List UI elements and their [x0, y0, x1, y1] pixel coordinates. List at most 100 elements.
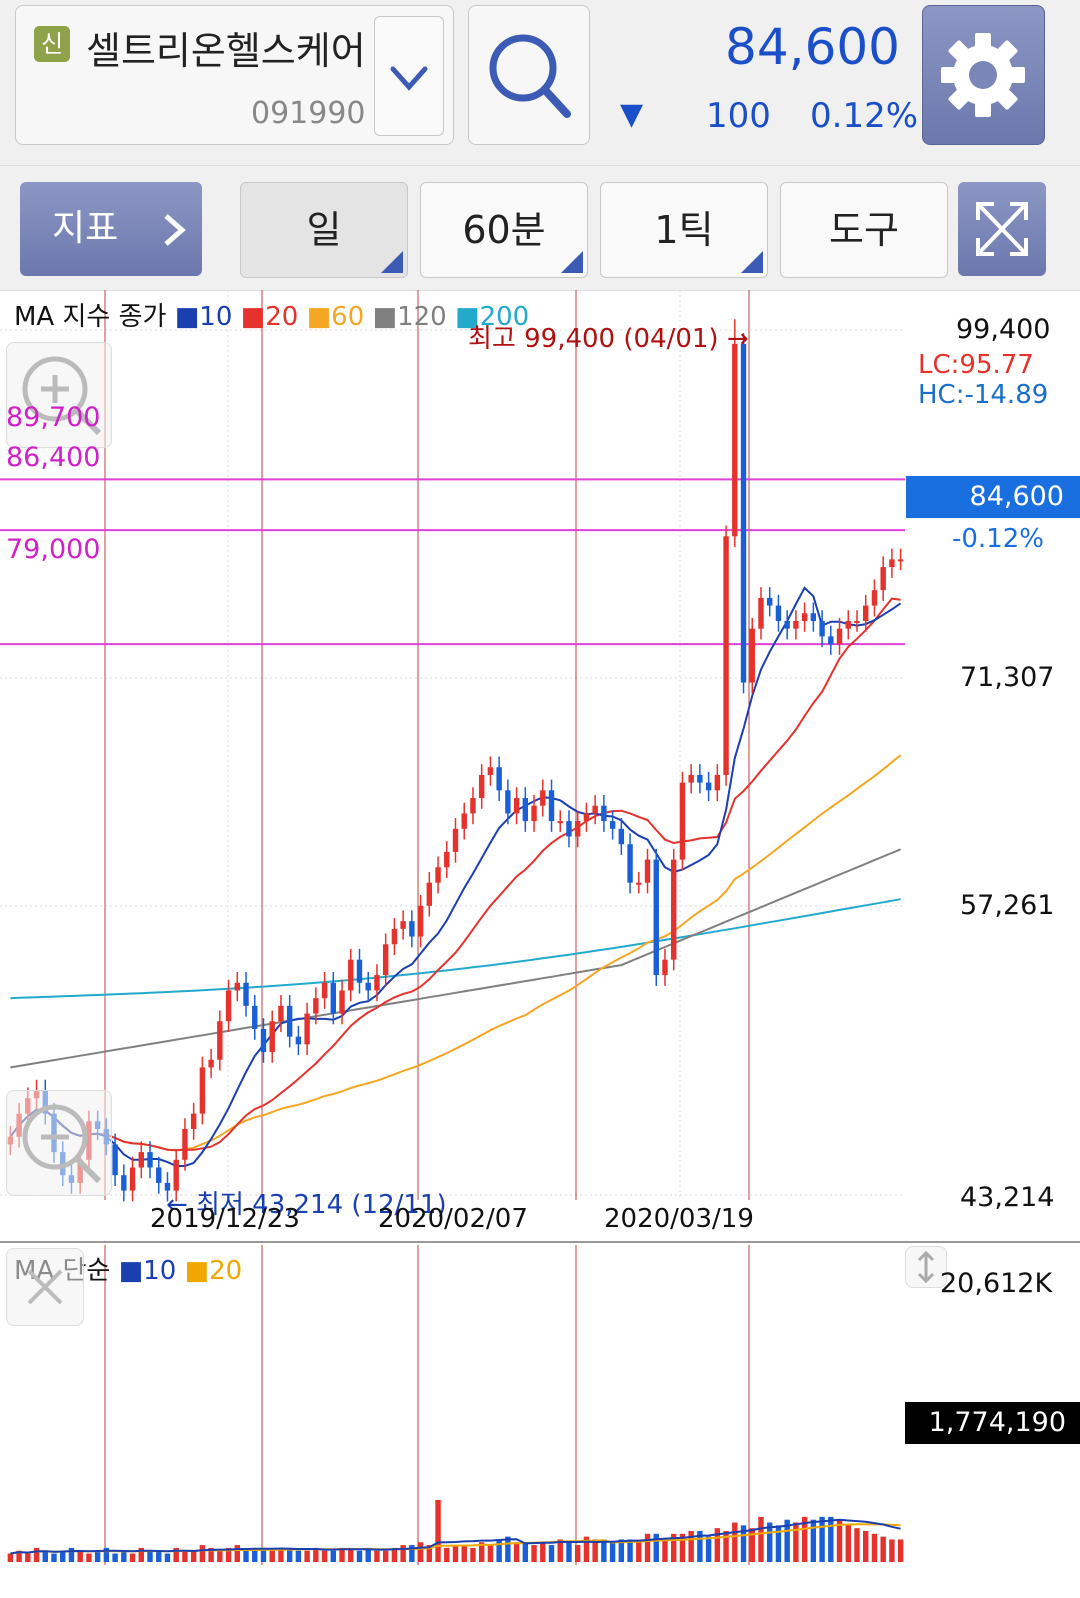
- settings-button[interactable]: [922, 5, 1045, 145]
- lc-label: LC:95.77: [918, 350, 1034, 380]
- volume-bar: [583, 1536, 590, 1562]
- tab-daily-label: 일: [306, 208, 342, 252]
- candle-body: [592, 805, 598, 814]
- candle-body: [208, 1059, 214, 1068]
- candle-body: [400, 921, 406, 929]
- candle-body: [217, 1021, 223, 1060]
- candle-body: [164, 1182, 171, 1191]
- stock-code: 091990: [251, 96, 366, 131]
- y-axis-max-label: 99,400: [956, 314, 1051, 345]
- volume-bar: [339, 1547, 345, 1562]
- current-price-tag: 84,600: [906, 476, 1080, 518]
- chart-area[interactable]: MA 지수 종가 ■10 ■20 ■60 ■120 ■200 89,700 86…: [0, 290, 1080, 1598]
- volume-bar: [531, 1545, 537, 1562]
- candle-body: [627, 844, 633, 883]
- close-volume-button[interactable]: [6, 1248, 84, 1326]
- stock-chart[interactable]: [0, 290, 1080, 1598]
- resize-panel-button[interactable]: [905, 1246, 947, 1288]
- stock-dropdown-button[interactable]: [374, 16, 444, 136]
- candle-body: [513, 798, 520, 814]
- x-axis-date-3: 2020/03/19: [604, 1204, 754, 1234]
- header-bar: 신 셀트리온헬스케어 091990 84,600 ▼ 100 0.12%: [0, 0, 1080, 165]
- candle-body: [740, 343, 747, 683]
- stock-selector[interactable]: 신 셀트리온헬스케어 091990: [15, 5, 454, 145]
- candle-body: [889, 559, 895, 568]
- candle-body: [339, 990, 345, 1014]
- volume-bar: [409, 1545, 415, 1562]
- candle-body: [129, 1167, 136, 1191]
- chart-toolbar: 지표 일 60분 1틱 도구: [0, 165, 1080, 291]
- candle-body: [732, 343, 738, 537]
- volume-bar: [348, 1547, 354, 1562]
- search-button[interactable]: [468, 5, 590, 145]
- legend-swatch: ■: [455, 302, 480, 332]
- volume-bar: [889, 1539, 895, 1562]
- candle-body: [522, 798, 529, 822]
- candle-body: [670, 859, 677, 960]
- volume-bar: [618, 1539, 625, 1562]
- indicator-button[interactable]: 지표: [20, 182, 202, 276]
- candle-body: [653, 859, 659, 976]
- volume-bar: [679, 1533, 686, 1562]
- candle-body: [828, 636, 834, 645]
- dropdown-triangle-icon: [561, 251, 583, 273]
- volume-legend-period-20: 20: [209, 1256, 243, 1286]
- price-change-pct: 0.12%: [810, 96, 919, 136]
- zoom-out-button[interactable]: [6, 1090, 112, 1196]
- legend-period-60: 60: [331, 302, 365, 332]
- low-price-annotation: ← 최저 43,214 (12/11): [166, 1190, 447, 1220]
- candle-body: [505, 790, 511, 814]
- tab-1tick[interactable]: 1틱: [600, 182, 768, 278]
- volume-bar: [374, 1550, 380, 1562]
- volume-bar: [391, 1547, 398, 1562]
- dropdown-triangle-icon: [741, 251, 763, 273]
- volume-bar: [444, 1547, 450, 1562]
- candle-body: [112, 1144, 118, 1176]
- tab-daily[interactable]: 일: [240, 182, 408, 278]
- candle-body: [871, 590, 878, 606]
- gear-icon: [941, 33, 1025, 117]
- volume-bar: [190, 1550, 197, 1562]
- candle-body: [636, 882, 642, 885]
- candle-body: [540, 790, 546, 806]
- current-volume-tag: 1,774,190: [905, 1402, 1080, 1444]
- volume-bar: [732, 1522, 738, 1562]
- volume-bar: [723, 1530, 729, 1562]
- candle-body: [705, 782, 712, 791]
- tab-60min[interactable]: 60분: [420, 182, 588, 278]
- high-price-annotation: 최고 99,400 (04/01) →: [468, 324, 749, 354]
- candle-body: [470, 798, 476, 814]
- volume-bar: [828, 1516, 834, 1562]
- volume-bar: [417, 1542, 424, 1562]
- indicator-label: 지표: [52, 208, 119, 249]
- candle-body: [313, 998, 319, 1014]
- volume-bar: [601, 1539, 607, 1562]
- volume-bar: [592, 1539, 598, 1562]
- volume-bar: [60, 1550, 66, 1562]
- volume-bar: [156, 1550, 162, 1562]
- volume-bar: [330, 1550, 337, 1562]
- volume-bar: [68, 1547, 75, 1562]
- candle-body: [854, 620, 860, 623]
- volume-bar: [286, 1547, 293, 1562]
- volume-bar: [86, 1553, 92, 1562]
- candle-body: [819, 620, 825, 637]
- candle-body: [583, 813, 590, 822]
- candle-body: [644, 859, 651, 883]
- volume-bar: [138, 1547, 144, 1562]
- volume-bar: [670, 1533, 677, 1562]
- fullscreen-button[interactable]: [958, 182, 1046, 276]
- candle-body: [173, 1159, 179, 1191]
- candle-body: [793, 620, 799, 629]
- candle-body: [487, 767, 494, 775]
- candle-body: [478, 774, 485, 799]
- legend-swatch: ■: [184, 1256, 210, 1286]
- tab-tools[interactable]: 도구: [780, 182, 948, 278]
- zoom-in-icon: [22, 356, 102, 436]
- zoom-in-button[interactable]: [6, 342, 112, 448]
- volume-bar: [758, 1516, 764, 1562]
- volume-bar: [836, 1519, 843, 1562]
- volume-bar: [470, 1547, 476, 1562]
- vertical-resize-icon: [917, 1250, 935, 1284]
- volume-bar: [252, 1550, 258, 1562]
